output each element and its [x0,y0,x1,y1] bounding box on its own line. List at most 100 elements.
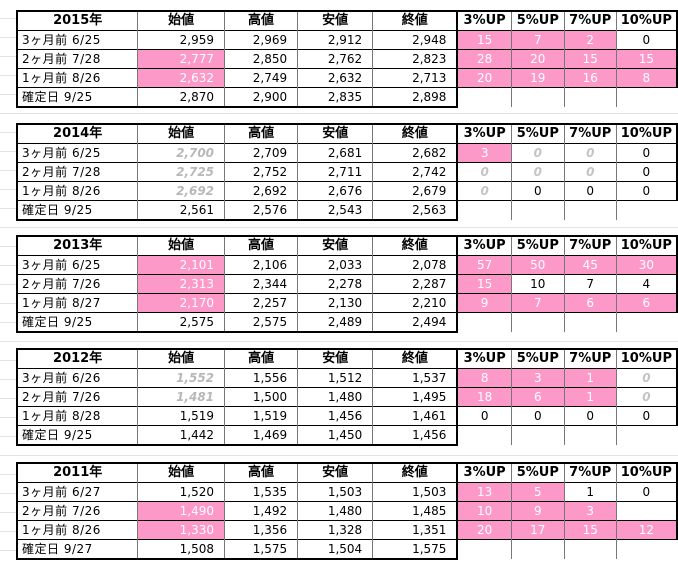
open-cell: 2,575 [137,312,225,333]
high-cell: 2,709 [224,143,298,163]
up3-cell: 20 [456,68,512,88]
low-cell: 1,480 [297,387,373,407]
col-close: 終値 [372,123,458,144]
up3-cell: 15 [456,274,512,294]
col-close: 終値 [372,235,458,256]
up10-cell: 0 [615,501,678,521]
empty-cell [615,539,677,559]
low-cell: 2,912 [297,30,373,50]
low-cell: 2,130 [297,293,373,313]
empty-cell [563,425,617,445]
low-cell: 2,681 [297,143,373,163]
empty-cell [615,87,677,107]
up10-cell: 8 [615,68,678,88]
up7-cell: 45 [563,255,617,275]
col-low: 安値 [297,462,373,483]
table-row: 1ヶ月前 8/28 1,519 1,519 1,456 1,461 0 0 0 … [16,406,678,426]
col-7up: 7%UP [563,348,617,369]
up10-cell: 0 [615,30,678,50]
empty-cell [510,312,565,332]
close-cell: 1,485 [372,501,458,521]
up3-cell: 10 [456,501,512,521]
col-10up: 10%UP [615,123,678,144]
col-close: 終値 [372,348,458,369]
up5-cell: 19 [510,68,565,88]
year-label: 2014年 [16,123,138,144]
up10-cell: 30 [615,255,678,275]
open-cell: 2,700 [137,143,225,163]
row-label: 2ヶ月前 7/28 [16,162,138,182]
open-cell: 2,170 [137,293,225,313]
up10-cell: 0 [615,143,678,163]
col-open: 始値 [137,10,225,31]
col-10up: 10%UP [615,10,678,31]
up7-cell: 15 [563,520,617,540]
high-cell: 1,500 [224,387,298,407]
table-row: 3ヶ月前 6/27 1,520 1,535 1,503 1,503 13 5 1… [16,482,678,502]
empty-cell [615,312,677,332]
up7-cell: 1 [563,387,617,407]
col-3up: 3%UP [456,10,512,31]
close-cell: 2,563 [372,200,458,221]
low-cell: 2,489 [297,312,373,333]
col-7up: 7%UP [563,10,617,31]
close-cell: 2,742 [372,162,458,182]
up10-cell: 15 [615,49,678,69]
row-label: 2ヶ月前 7/26 [16,387,138,407]
close-cell: 1,503 [372,482,458,502]
high-cell: 2,850 [223,49,298,69]
col-7up: 7%UP [563,123,617,144]
row-label: 3ヶ月前 6/25 [16,30,138,50]
col-3up: 3%UP [456,235,512,256]
high-cell: 2,257 [223,293,298,313]
high-cell: 1,556 [224,368,298,388]
table-row: 1ヶ月前 8/26 2,692 2,692 2,676 2,679 0 0 0 … [16,181,678,201]
open-cell: 1,552 [137,368,225,388]
row-label: 1ヶ月前 8/26 [16,520,138,540]
table-row: 3ヶ月前 6/25 2,101 2,106 2,033 2,078 57 50 … [16,255,678,275]
col-low: 安値 [297,348,373,369]
row-label: 1ヶ月前 8/26 [16,68,138,88]
high-cell: 2,575 [223,312,298,333]
empty-cell [510,200,565,220]
up3-cell: 15 [456,30,512,50]
high-cell: 2,900 [223,87,298,108]
up3-cell: 0 [456,181,512,201]
row-label: 確定日 9/25 [16,425,138,446]
up10-cell: 0 [615,368,678,388]
table-row: 2ヶ月前 7/28 2,725 2,752 2,711 2,742 0 0 0 … [16,162,678,182]
up5-cell: 17 [510,520,565,540]
low-cell: 1,450 [297,425,373,446]
up5-cell: 20 [510,49,565,69]
low-cell: 2,762 [297,49,373,69]
year-label: 2015年 [16,10,138,31]
close-cell: 2,948 [372,30,458,50]
high-cell: 1,519 [224,406,298,426]
row-label: 1ヶ月前 8/26 [16,181,138,201]
open-cell: 1,508 [137,539,225,560]
close-cell: 2,210 [372,293,458,313]
low-cell: 1,504 [297,539,373,560]
up5-cell: 0 [510,181,565,201]
col-high: 高値 [224,348,298,369]
row-label: 確定日 9/25 [16,200,138,221]
col-5up: 5%UP [510,462,565,483]
col-low: 安値 [297,10,373,31]
table-2013: 2013年 始値 高値 安値 終値 3%UP 5%UP 7%UP 10%UP 3… [16,235,678,333]
empty-cell [510,539,565,559]
table-row: 1ヶ月前 8/26 1,330 1,356 1,328 1,351 20 17 … [16,520,678,540]
table-row: 2ヶ月前 7/28 2,777 2,850 2,762 2,823 28 20 … [16,49,678,69]
col-open: 始値 [137,348,225,369]
year-label: 2012年 [16,348,138,369]
up5-cell: 3 [510,368,565,388]
open-cell: 2,632 [137,68,225,88]
up5-cell: 6 [510,387,565,407]
up3-cell: 0 [456,162,512,182]
open-cell: 2,101 [137,255,225,275]
empty-cell [456,539,512,559]
high-cell: 2,692 [224,181,298,201]
open-cell: 1,520 [137,482,225,502]
up7-cell: 0 [563,143,617,163]
col-low: 安値 [297,123,373,144]
empty-cell [563,200,617,220]
